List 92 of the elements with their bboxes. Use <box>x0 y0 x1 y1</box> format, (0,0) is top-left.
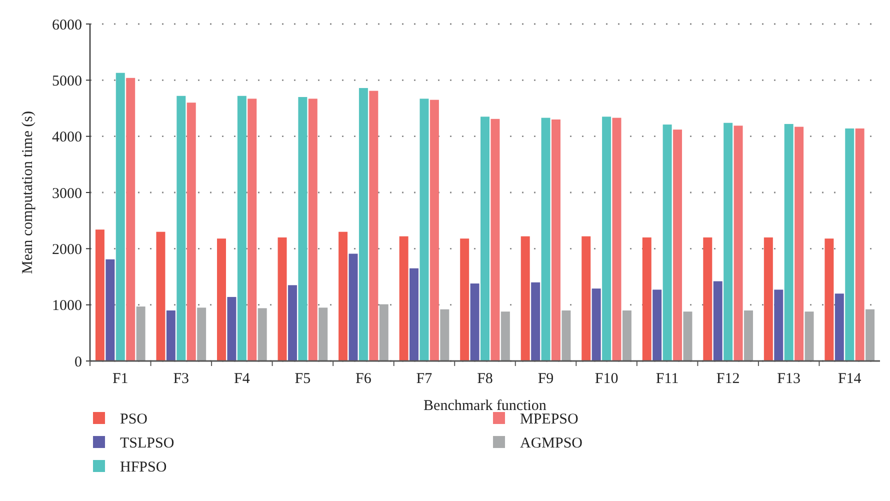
bar <box>308 98 318 361</box>
bar <box>824 238 834 361</box>
legend-label: TSLPSO <box>120 435 174 452</box>
bar <box>683 312 692 361</box>
bar <box>794 126 804 361</box>
y-axis-title: Mean computation time (s) <box>20 111 36 274</box>
bar <box>258 308 267 361</box>
y-tick-label: 0 <box>74 354 82 370</box>
bar <box>197 308 206 361</box>
bar <box>834 294 844 361</box>
legend-label: AGMPSO <box>520 435 583 452</box>
bar <box>248 98 257 361</box>
y-tick-label: 2000 <box>52 242 82 258</box>
bar <box>186 102 196 361</box>
bar <box>602 116 612 361</box>
bar <box>744 310 753 361</box>
bar <box>774 290 784 361</box>
bar <box>136 306 146 361</box>
bar <box>288 285 297 361</box>
bar <box>652 290 662 361</box>
bar <box>845 128 854 361</box>
y-tick-label: 6000 <box>52 17 82 34</box>
bar <box>520 236 530 361</box>
bar <box>703 237 712 361</box>
bar <box>804 312 814 361</box>
x-tick-label: F14 <box>838 371 862 387</box>
bar <box>673 130 682 361</box>
bar <box>420 98 429 361</box>
bar <box>156 232 166 361</box>
bar <box>348 254 358 361</box>
bar <box>95 230 104 361</box>
bar <box>217 238 226 361</box>
bar <box>662 124 672 361</box>
bar <box>440 309 450 361</box>
bar <box>116 72 125 361</box>
bar <box>126 78 136 361</box>
bar <box>592 288 601 361</box>
bar <box>460 238 470 361</box>
bar <box>338 232 348 361</box>
bar <box>582 236 591 361</box>
bar <box>106 259 115 361</box>
x-tick-label: F5 <box>294 371 311 387</box>
bar <box>237 96 246 361</box>
x-tick-label: F8 <box>477 371 493 387</box>
bar <box>541 118 550 361</box>
bar <box>622 310 632 361</box>
bar <box>278 237 287 361</box>
bar <box>399 236 408 361</box>
x-tick-label: F3 <box>173 371 190 387</box>
y-tick-label: 1000 <box>52 298 82 314</box>
x-tick-label: F6 <box>356 371 372 387</box>
bar <box>500 312 510 361</box>
bar <box>551 119 560 361</box>
bar <box>866 309 875 361</box>
bar <box>713 281 722 361</box>
y-tick-label: 3000 <box>52 186 82 202</box>
bar <box>612 118 622 361</box>
y-tick-label: 5000 <box>52 73 82 90</box>
bar <box>298 97 308 361</box>
bar <box>764 237 773 361</box>
legend-label: MPEPSO <box>520 411 579 428</box>
bar <box>227 296 236 361</box>
bar <box>430 100 439 361</box>
bar <box>470 283 480 361</box>
bar <box>480 116 490 361</box>
x-tick-label: F4 <box>234 371 250 387</box>
bar <box>166 310 176 361</box>
bar <box>724 122 733 361</box>
x-tick-label: F12 <box>716 371 740 387</box>
x-tick-label: F10 <box>594 371 618 387</box>
bar <box>784 124 794 361</box>
bar <box>369 90 378 361</box>
bar <box>734 126 743 361</box>
bar <box>855 128 864 361</box>
y-tick-label: 4000 <box>52 130 82 146</box>
x-tick-label: F13 <box>777 371 801 387</box>
x-tick-label: F11 <box>656 371 679 387</box>
x-tick-label: F1 <box>112 371 128 387</box>
bar <box>531 282 540 361</box>
x-tick-label: F7 <box>416 371 433 387</box>
bar <box>379 304 388 361</box>
x-axis-title: Benchmark function <box>424 398 547 414</box>
legend-label: HFPSO <box>120 459 167 476</box>
bar <box>358 88 368 361</box>
x-tick-label: F9 <box>538 371 554 387</box>
bar <box>642 237 652 361</box>
legend-label: PSO <box>120 411 148 428</box>
bar <box>490 118 500 361</box>
bar <box>562 310 571 361</box>
bar <box>318 308 328 361</box>
bar <box>176 96 186 361</box>
bar <box>410 268 419 361</box>
